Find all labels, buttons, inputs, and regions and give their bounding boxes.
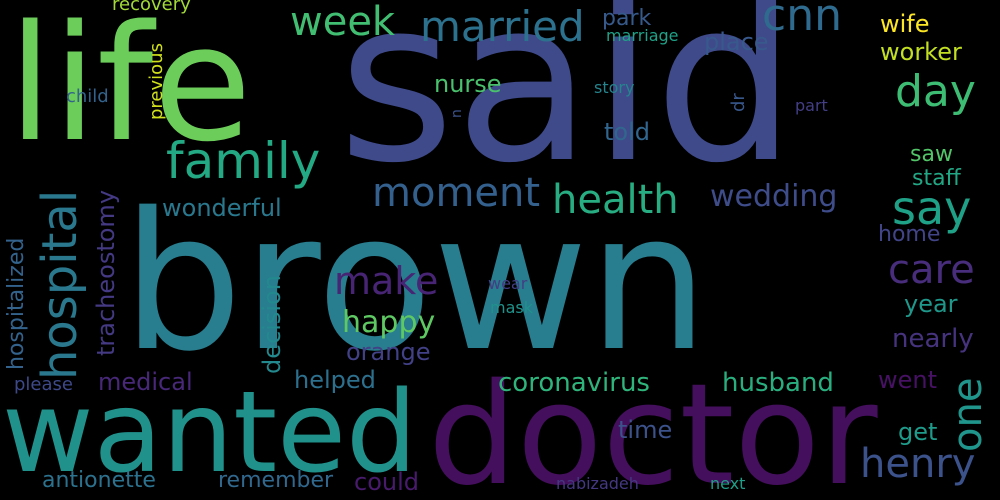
word-day: day	[895, 66, 976, 117]
word-told: told	[604, 118, 650, 146]
word-tracheostomy: tracheostomy	[92, 189, 120, 356]
word-mask: mask	[490, 298, 533, 317]
word-family: family	[166, 132, 321, 190]
word-year: year	[904, 290, 958, 318]
word-married: married	[420, 2, 585, 51]
word-get: get	[898, 418, 938, 446]
word-recovery: recovery	[112, 0, 191, 15]
word-park: park	[602, 6, 652, 31]
word-henry: henry	[860, 441, 976, 487]
word-part: part	[795, 96, 828, 115]
word-happy: happy	[342, 305, 436, 340]
word-wear: wear	[488, 274, 528, 293]
word-helped: helped	[294, 366, 376, 394]
word-nurse: nurse	[434, 70, 502, 98]
word-cnn: cnn	[762, 0, 842, 41]
word-could: could	[354, 468, 419, 496]
word-child: child	[66, 86, 109, 107]
word-wedding: wedding	[710, 179, 838, 214]
word-staff: staff	[912, 166, 961, 191]
word-life: life	[8, 0, 252, 177]
word-care: care	[888, 247, 975, 293]
word-husband: husband	[722, 368, 834, 398]
word-antionette: antionette	[42, 468, 156, 493]
word-previous: previous	[146, 43, 167, 120]
word-dr: dr	[728, 93, 749, 112]
word-nabizadeh: nabizadeh	[556, 474, 639, 493]
word-place: place	[704, 28, 769, 56]
word-wife: wife	[880, 10, 930, 38]
word-hospitalized: hospitalized	[4, 237, 29, 370]
word-time: time	[618, 416, 673, 444]
word-went: went	[878, 366, 938, 394]
word-doctor: doctor	[428, 354, 878, 500]
word-coronavirus: coronavirus	[498, 368, 650, 398]
word-marriage: marriage	[606, 26, 679, 45]
word-moment: moment	[372, 170, 541, 216]
word-make: make	[334, 259, 439, 303]
word-one: one	[945, 377, 991, 452]
word-orange: orange	[346, 338, 431, 366]
word-health: health	[552, 177, 679, 223]
word-said: said	[338, 0, 797, 212]
word-next: next	[710, 474, 746, 493]
word-story: story	[594, 78, 635, 97]
word-nearly: nearly	[892, 324, 974, 354]
word-remember: remember	[218, 468, 334, 493]
word-say: say	[892, 181, 972, 235]
word-medical: medical	[98, 368, 193, 396]
word-wonderful: wonderful	[162, 194, 282, 222]
word-worker: worker	[880, 38, 962, 66]
word-please: please	[14, 374, 73, 395]
word-wanted: wanted	[2, 368, 418, 498]
word-decision: decision	[258, 275, 286, 374]
word-week: week	[290, 0, 396, 45]
word-n: n	[449, 109, 465, 118]
word-hospital: hospital	[32, 189, 88, 380]
word-saw: saw	[910, 142, 953, 167]
word-brown: brown	[122, 172, 709, 393]
word-home: home	[878, 222, 941, 247]
